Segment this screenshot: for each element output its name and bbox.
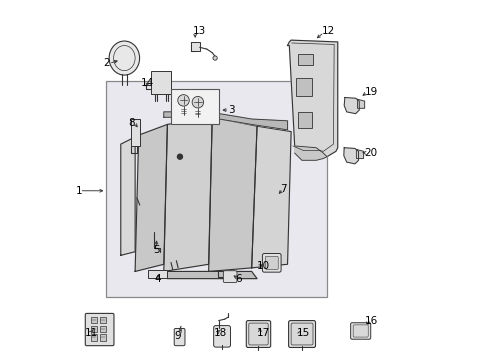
Bar [90, 325, 97, 332]
Bar [298, 112, 311, 128]
Text: 13: 13 [192, 26, 205, 36]
FancyBboxPatch shape [290, 323, 312, 345]
Text: 12: 12 [321, 26, 334, 36]
Polygon shape [121, 137, 135, 255]
Polygon shape [208, 117, 257, 271]
Polygon shape [163, 271, 257, 279]
FancyBboxPatch shape [265, 256, 278, 269]
Polygon shape [356, 149, 363, 158]
Circle shape [192, 96, 203, 108]
Text: 10: 10 [257, 261, 270, 271]
Polygon shape [294, 146, 326, 160]
Text: 17: 17 [257, 328, 270, 338]
Text: 20: 20 [364, 148, 377, 158]
Polygon shape [287, 40, 337, 157]
FancyBboxPatch shape [174, 328, 184, 346]
Circle shape [177, 154, 182, 159]
Bar [171, 89, 219, 125]
FancyBboxPatch shape [288, 320, 315, 347]
Bar [106, 81, 326, 297]
Bar [131, 119, 140, 146]
Bar [90, 317, 97, 323]
Text: 16: 16 [364, 316, 377, 325]
FancyBboxPatch shape [213, 325, 230, 347]
Text: 7: 7 [280, 184, 286, 194]
Polygon shape [357, 99, 364, 108]
Bar [296, 78, 311, 96]
Text: 14: 14 [140, 78, 153, 88]
Bar [298, 54, 312, 65]
FancyBboxPatch shape [262, 253, 281, 272]
FancyBboxPatch shape [352, 325, 367, 337]
Text: 1: 1 [76, 186, 82, 196]
Bar [147, 270, 167, 278]
Text: 3: 3 [228, 105, 235, 115]
Polygon shape [251, 126, 290, 268]
FancyBboxPatch shape [85, 314, 114, 346]
Circle shape [212, 56, 217, 60]
Circle shape [178, 95, 189, 106]
Bar [100, 317, 106, 323]
Bar [100, 334, 106, 341]
Text: 5: 5 [153, 245, 160, 255]
FancyBboxPatch shape [223, 271, 237, 283]
Text: 8: 8 [128, 118, 134, 128]
Text: 19: 19 [364, 87, 377, 97]
Bar [90, 334, 97, 341]
Text: 4: 4 [155, 274, 161, 284]
Ellipse shape [109, 41, 139, 75]
Text: 15: 15 [296, 328, 309, 338]
Polygon shape [163, 117, 212, 271]
Text: 2: 2 [102, 58, 109, 68]
Polygon shape [343, 148, 358, 164]
Bar [151, 71, 171, 94]
Text: 11: 11 [85, 328, 98, 338]
Text: 9: 9 [174, 331, 181, 341]
Text: 18: 18 [214, 328, 227, 338]
Polygon shape [135, 125, 167, 271]
FancyBboxPatch shape [248, 323, 267, 345]
Polygon shape [344, 98, 359, 114]
FancyBboxPatch shape [350, 323, 370, 339]
Bar [100, 325, 106, 332]
FancyBboxPatch shape [246, 320, 270, 347]
Polygon shape [163, 112, 287, 130]
Bar [190, 42, 199, 51]
Text: 6: 6 [235, 274, 242, 284]
